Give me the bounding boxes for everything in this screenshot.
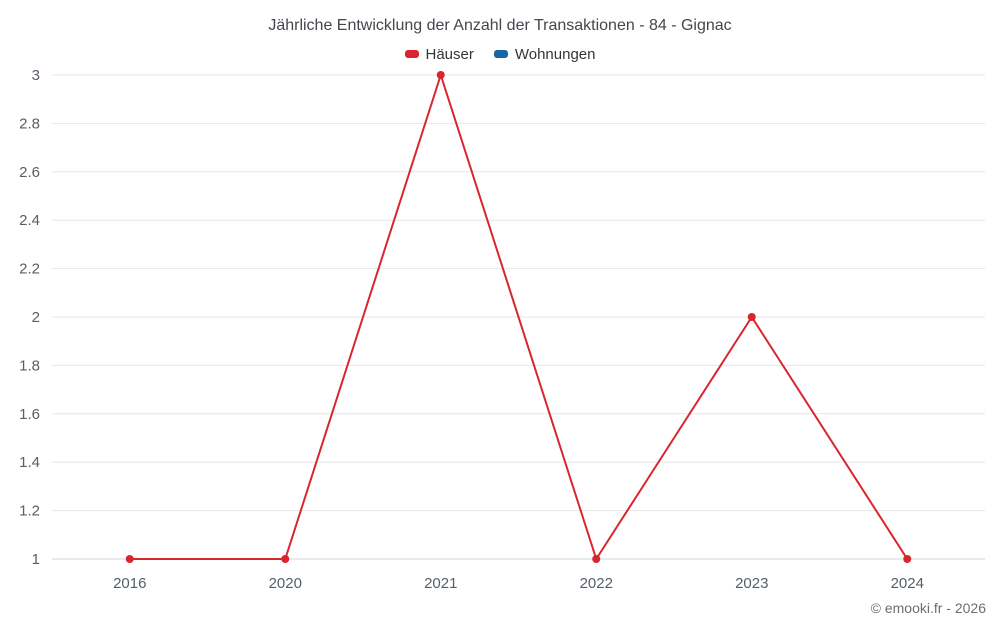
x-tick-label: 2023 (735, 575, 768, 592)
y-tick-label: 2.6 (19, 164, 40, 181)
legend-item-haeuser[interactable]: Häuser (404, 45, 474, 63)
legend-label: Häuser (425, 45, 474, 63)
chart-title: Jährliche Entwicklung der Anzahl der Tra… (268, 17, 732, 34)
legend-swatch (493, 50, 508, 58)
series-line (129, 74, 909, 560)
x-tick-label: 2022 (580, 575, 613, 592)
data-point-marker (436, 71, 445, 79)
data-point-marker (903, 555, 912, 563)
x-tick-label: 2024 (891, 575, 924, 592)
y-tick-label: 2.4 (19, 212, 40, 229)
data-point-marker (747, 313, 756, 321)
y-tick-label: 1.2 (19, 503, 40, 520)
y-tick-label: 3 (32, 67, 40, 84)
y-tick-label: 2 (32, 309, 40, 326)
legend: Häuser Wohnungen (0, 42, 1000, 66)
legend-swatch (404, 50, 419, 58)
line-chart-svg: 1 1.2 1.4 1.6 1.8 2 2.2 2.4 2.6 2.8 3 2016 2020 2021 2… (19, 67, 985, 592)
y-tick-label: 1.4 (19, 454, 40, 471)
x-tick-label: 2021 (424, 575, 457, 592)
data-point-marker (592, 555, 601, 563)
x-tick-label: 2016 (113, 575, 146, 592)
y-tick-label: 1.8 (19, 357, 40, 374)
y-tick-label: 1 (32, 551, 40, 568)
copyright-credit-link[interactable]: © emooki.fr - 2026 (870, 600, 986, 616)
legend-item-wohnungen[interactable]: Wohnungen (493, 45, 596, 63)
legend-label: Wohnungen (514, 45, 596, 63)
data-point-marker (281, 555, 290, 563)
x-tick-label: 2020 (269, 575, 302, 592)
y-tick-label: 1.6 (19, 406, 40, 423)
y-tick-label: 2.8 (19, 115, 40, 132)
y-tick-label: 2.2 (19, 261, 40, 278)
data-point-marker (125, 555, 134, 563)
